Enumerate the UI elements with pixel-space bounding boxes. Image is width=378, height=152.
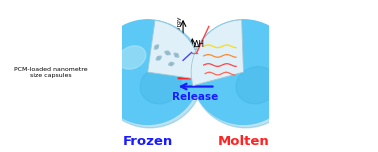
Ellipse shape — [156, 56, 161, 60]
Text: Frozen: Frozen — [122, 135, 173, 148]
Ellipse shape — [175, 54, 178, 57]
Wedge shape — [191, 20, 243, 86]
Ellipse shape — [140, 67, 181, 104]
Ellipse shape — [96, 21, 203, 128]
Ellipse shape — [155, 45, 159, 49]
Ellipse shape — [166, 51, 169, 55]
Text: Store: Store — [180, 64, 212, 74]
Ellipse shape — [118, 46, 146, 69]
Ellipse shape — [157, 57, 160, 60]
Text: Stored energy: Stored energy — [177, 16, 182, 61]
Text: Temp.: Temp. — [209, 63, 228, 68]
Ellipse shape — [236, 67, 277, 104]
Text: Molten: Molten — [218, 135, 270, 148]
Text: PCM-loaded nanometre
size capsules: PCM-loaded nanometre size capsules — [14, 67, 87, 78]
Ellipse shape — [214, 46, 242, 69]
Circle shape — [95, 20, 200, 124]
Ellipse shape — [192, 21, 299, 128]
Ellipse shape — [155, 46, 158, 48]
Circle shape — [191, 20, 296, 124]
Text: Release: Release — [172, 92, 219, 102]
Ellipse shape — [165, 51, 170, 55]
Ellipse shape — [169, 63, 174, 65]
Text: ΔH: ΔH — [194, 40, 205, 49]
Ellipse shape — [170, 62, 172, 66]
Ellipse shape — [174, 53, 179, 57]
Wedge shape — [148, 20, 200, 79]
